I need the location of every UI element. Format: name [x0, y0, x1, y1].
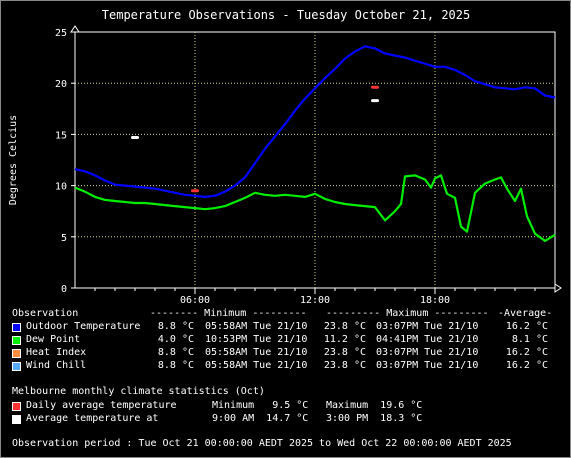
daily-avg-swatch	[12, 402, 21, 411]
y-tick-label: 0	[61, 284, 67, 295]
y-tick-label: 20	[55, 79, 67, 90]
outdoor-temperature-line	[74, 45, 556, 198]
average-temperature-marker	[371, 99, 379, 103]
legend-max: 23.8 °C	[323, 360, 366, 371]
observation-period: Observation period : Tue Oct 21 00:00:00…	[12, 438, 512, 449]
legend-min: 8.8 °C	[157, 321, 194, 332]
legend-max-time: 03:07PM Tue 21/10	[376, 347, 479, 358]
series-lines	[74, 45, 556, 242]
legend-min-time: 10:53PM Tue 21/10	[205, 334, 308, 345]
x-tick-label: 06:00	[180, 295, 210, 306]
climate-col2: 3:00 PM 18.3 °C	[326, 413, 423, 424]
legend-name: Wind Chill	[26, 360, 87, 371]
legend-header-maximum: --------- Maximum ---------	[326, 308, 489, 319]
climate-col2: Maximum 19.6 °C	[326, 400, 423, 411]
x-tick-label: 18:00	[420, 295, 450, 306]
x-tick-label: 12:00	[300, 295, 330, 306]
legend-min: 8.8 °C	[157, 360, 194, 371]
daily-average-marker	[371, 85, 379, 89]
legend-min: 4.0 °C	[157, 334, 194, 345]
y-tick-label: 15	[55, 130, 67, 141]
legend-header-average: -Average-	[498, 308, 553, 319]
climate-heading: Melbourne monthly climate statistics (Oc…	[12, 386, 265, 397]
chart-title: Temperature Observations - Tuesday Octob…	[102, 8, 470, 22]
climate-label: Daily average temperature	[26, 400, 177, 411]
legend-avg: 16.2 °C	[505, 360, 548, 371]
outdoor-swatch	[12, 323, 21, 332]
chill-swatch	[12, 362, 21, 371]
legend-min: 8.8 °C	[157, 347, 194, 358]
heat-swatch	[12, 349, 21, 358]
legend-min-time: 05:58AM Tue 21/10	[205, 321, 308, 332]
legend-max: 23.8 °C	[323, 347, 366, 358]
legend-max: 11.2 °C	[323, 334, 366, 345]
dew-swatch	[12, 336, 21, 345]
legend-max-time: 03:07PM Tue 21/10	[376, 321, 479, 332]
climate-label: Average temperature at	[26, 413, 159, 424]
legend-min-time: 05:58AM Tue 21/10	[205, 360, 308, 371]
legend-name: Outdoor Temperature	[26, 321, 141, 332]
climate-col1: Minimum 9.5 °C	[212, 400, 309, 411]
legend-avg: 16.2 °C	[505, 321, 548, 332]
axis-ticks: 0 5 10 15 20 25 06:00 12:00 18:00	[55, 28, 536, 306]
daily-average-marker	[191, 189, 199, 193]
legend-max: 23.8 °C	[323, 321, 366, 332]
legend-name: Heat Index	[26, 347, 87, 358]
y-axis-label: Degrees Celcius	[8, 115, 19, 205]
dew-point-line	[74, 174, 556, 242]
legend-header-observation: Observation	[12, 308, 79, 319]
grid	[75, 32, 555, 288]
y-tick-label: 25	[55, 28, 67, 39]
legend-avg: 16.2 °C	[505, 347, 548, 358]
legend-min-time: 05:58AM Tue 21/10	[205, 347, 308, 358]
y-tick-label: 5	[61, 233, 67, 244]
climate-col1: 9:00 AM 14.7 °C	[212, 413, 309, 424]
legend-max-time: 04:41PM Tue 21/10	[376, 334, 479, 345]
x-axis-arrow	[554, 283, 562, 293]
average-temperature-marker	[131, 135, 139, 139]
y-tick-label: 10	[55, 182, 67, 193]
avg-temp-swatch	[12, 415, 21, 424]
legend-name: Dew Point	[26, 334, 81, 345]
axis-arrows	[70, 25, 562, 293]
plot-area	[74, 31, 556, 289]
legend-max-time: 03:07PM Tue 21/10	[376, 360, 479, 371]
y-axis-arrow	[70, 25, 80, 33]
legend-avg: 8.1 °C	[511, 334, 548, 345]
climate-markers	[131, 85, 379, 193]
legend-header-minimum: -------- Minimum ---------	[150, 308, 307, 319]
